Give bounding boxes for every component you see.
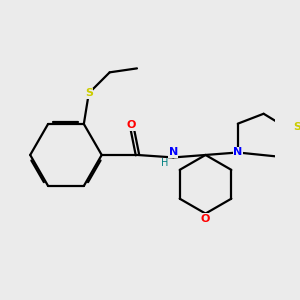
Text: S: S <box>293 122 300 132</box>
Text: N: N <box>169 148 178 158</box>
Text: N: N <box>233 148 242 158</box>
Text: H: H <box>160 158 168 168</box>
Text: O: O <box>201 214 210 224</box>
Text: S: S <box>85 88 93 98</box>
Text: O: O <box>127 120 136 130</box>
